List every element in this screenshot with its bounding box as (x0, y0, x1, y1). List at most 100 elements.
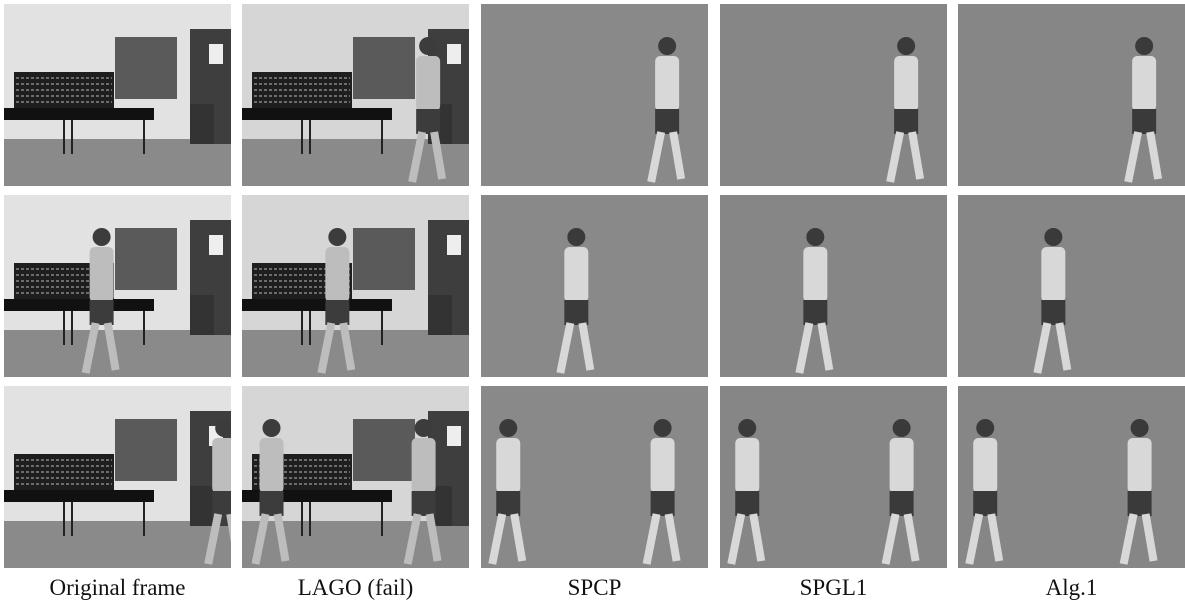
image-panel (242, 195, 469, 377)
person-shorts (894, 109, 918, 134)
person-leg (230, 514, 238, 561)
person-shorts (1132, 109, 1156, 134)
board (115, 228, 177, 290)
panel-content (242, 386, 469, 568)
floor (4, 330, 231, 377)
panel-content (720, 4, 947, 186)
panel-content (958, 195, 1185, 377)
person-head (328, 228, 346, 246)
person-head (1044, 228, 1062, 246)
person-head (806, 228, 824, 246)
image-panel (242, 386, 469, 568)
person-torso (1132, 56, 1156, 111)
board (115, 419, 177, 481)
table (242, 108, 392, 120)
person-shorts (416, 109, 440, 134)
person-head (658, 37, 676, 55)
image-panel (720, 386, 947, 568)
table (4, 490, 154, 502)
panel-content (720, 386, 947, 568)
person-shorts (1041, 300, 1065, 325)
person-head (415, 419, 433, 437)
image-panel (958, 386, 1185, 568)
column-label: SPGL1 (800, 575, 868, 600)
panel-content (958, 4, 1185, 186)
panel-content (481, 386, 708, 568)
person-shorts (325, 300, 349, 325)
person-torso (735, 438, 759, 493)
table (242, 299, 392, 311)
person-torso (212, 438, 236, 493)
image-panel (4, 195, 231, 377)
person-head (976, 419, 994, 437)
bin (428, 295, 452, 335)
person-torso (325, 247, 349, 302)
panel-content (242, 195, 469, 377)
image-panel (481, 195, 708, 377)
bin (190, 104, 214, 144)
floor (242, 330, 469, 377)
image-panel (481, 386, 708, 568)
table (4, 299, 154, 311)
person-shorts (735, 491, 759, 516)
figure: Original frame LAGO (fail) SPCP SPGL1 Alg.1 (0, 0, 1185, 608)
column-label: SPCP (568, 575, 622, 600)
sign (447, 235, 461, 255)
person-shorts (1128, 491, 1152, 516)
column-label: Original frame (49, 575, 185, 600)
person-head (893, 419, 911, 437)
image-panel (720, 195, 947, 377)
person-torso (564, 247, 588, 302)
panel-content (242, 4, 469, 186)
person-torso (1128, 438, 1152, 493)
floor (4, 521, 231, 568)
board (115, 37, 177, 99)
residual-bg (720, 195, 947, 377)
person-head (499, 419, 517, 437)
person-head (567, 228, 585, 246)
image-panel (481, 4, 708, 186)
person-shorts (260, 491, 284, 516)
person-shorts (655, 109, 679, 134)
person-head (419, 37, 437, 55)
image-panel (4, 4, 231, 186)
person-head (263, 419, 281, 437)
panel-content (4, 195, 231, 377)
person-torso (655, 56, 679, 111)
column-label: Alg.1 (1046, 575, 1098, 600)
person-shorts (212, 491, 236, 516)
panel-content (720, 195, 947, 377)
person-torso (260, 438, 284, 493)
person-shorts (90, 300, 114, 325)
person-torso (1041, 247, 1065, 302)
residual-bg (958, 195, 1185, 377)
image-panel (958, 195, 1185, 377)
board (353, 37, 415, 99)
person-head (654, 419, 672, 437)
person-torso (416, 56, 440, 111)
column-label: LAGO (fail) (298, 575, 414, 600)
person-torso (412, 438, 436, 493)
person-head (897, 37, 915, 55)
person-shorts (803, 300, 827, 325)
sign (447, 44, 461, 64)
board (353, 228, 415, 290)
sign (209, 235, 223, 255)
person-head (93, 228, 111, 246)
panel-content (481, 195, 708, 377)
person-head (738, 419, 756, 437)
person-torso (651, 438, 675, 493)
person-head (1131, 419, 1149, 437)
floor (4, 139, 231, 186)
person-torso (90, 247, 114, 302)
sign (447, 426, 461, 446)
panel-content (4, 4, 231, 186)
board (353, 419, 415, 481)
table (4, 108, 154, 120)
person-torso (496, 438, 520, 493)
panel-content (958, 386, 1185, 568)
panel-content (4, 386, 238, 568)
person-shorts (651, 491, 675, 516)
person-head (1135, 37, 1153, 55)
image-panel (958, 4, 1185, 186)
